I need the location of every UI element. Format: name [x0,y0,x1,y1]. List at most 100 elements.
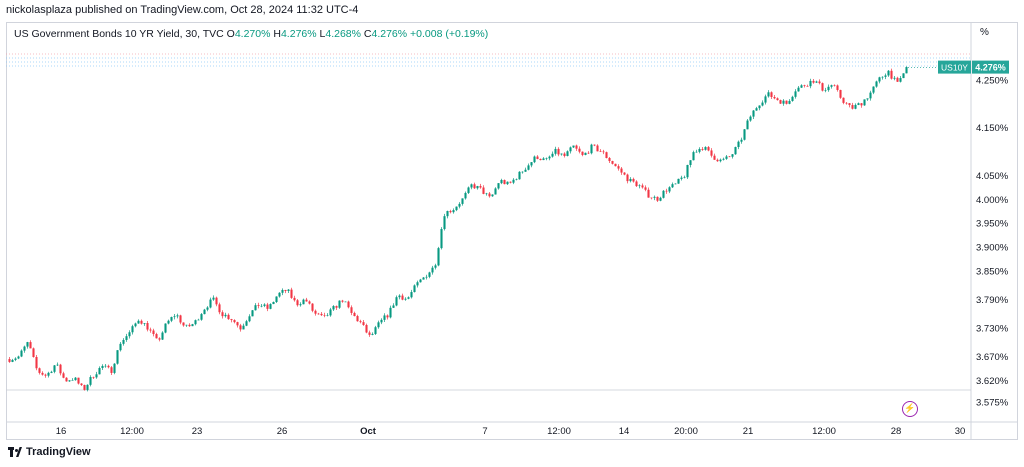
candle-body [680,177,683,179]
candle-body [662,190,665,198]
candle-body [11,359,14,362]
candle-body [197,319,200,321]
candle-body [764,96,767,103]
candle-body [380,319,383,323]
candle-body [74,377,77,381]
symbol-tag: US10Y [941,63,968,73]
candle-body [530,162,533,166]
candle-body [332,306,335,310]
candle-body [206,307,209,310]
candle-body [812,80,815,83]
candle-body [722,158,725,160]
candle-body [113,363,116,373]
candle-body [503,179,506,185]
candle-body [785,100,788,104]
candle-body [71,380,74,381]
candle-body [863,99,866,106]
candle-body [320,313,323,316]
candle-body [578,148,581,152]
candle-body [485,193,488,195]
candle-body [317,313,320,315]
candle-body [638,185,641,187]
candle-body [575,145,578,149]
candle-body [89,377,92,385]
candle-body [359,321,362,323]
candle-body [410,292,413,298]
x-tick-label: 14 [619,426,630,437]
candle-body [425,276,428,278]
lightning-icon[interactable]: ⚡ [902,401,918,417]
candle-body [131,326,134,333]
candle-body [881,76,884,78]
candle-body [17,356,20,359]
candle-body [53,365,56,372]
candle-body [704,147,707,150]
candle-body [752,110,755,117]
y-tick-label: 3.900% [976,242,1009,253]
candle-body [800,85,803,88]
candle-body [734,147,737,155]
candle-body [92,377,95,378]
candle-body [767,92,770,97]
candle-body [770,92,773,98]
candle-body [137,320,140,324]
candle-body [125,336,128,340]
candle-body [260,305,263,307]
candle-body [671,184,674,188]
candle-body [62,373,65,378]
percent-scale-button[interactable]: % [980,27,989,38]
candle-body [476,186,479,189]
x-tick-label: 23 [192,426,203,437]
candle-body [446,211,449,217]
close-label: C [363,28,372,40]
candle-body [542,158,545,161]
candle-body [122,339,125,344]
candle-body [278,292,281,297]
candle-body [602,151,605,153]
candle-body [194,320,197,325]
candle-body [155,334,158,339]
candle-body [368,332,371,335]
open-value: 4.270% [234,28,271,40]
candle-body [311,303,314,311]
candle-body [545,158,548,159]
candle-body [386,315,389,318]
candle-body [521,171,524,173]
candle-body [284,289,287,291]
symbol-name[interactable]: US Government Bonds 10 YR Yield, 30, TVC [14,28,224,40]
candle-body [665,190,668,192]
candle-body [698,148,701,152]
candle-body [683,177,686,178]
candle-body [857,103,860,105]
candle-body [266,304,269,309]
y-tick-label: 4.050% [976,171,1009,182]
candle-body [170,317,173,321]
candle-body [860,103,863,106]
candle-body [782,100,785,104]
candle-body [650,197,653,199]
candle-body [569,147,572,152]
candle-body [353,312,356,317]
x-tick-label: 12:00 [120,426,144,437]
candle-body [158,338,161,340]
candle-body [413,285,416,293]
candle-body [656,196,659,201]
candle-body [458,203,461,207]
candle-body [713,155,716,160]
candle-body [35,356,38,369]
candle-body [101,365,104,369]
candle-body [596,145,599,152]
candle-body [557,148,560,155]
candle-body [587,152,590,154]
candle-body [797,87,800,92]
candle-body [68,380,71,382]
candle-body [305,299,308,302]
candle-body [548,156,551,159]
candle-body [827,86,830,91]
candle-body [626,174,629,182]
candle-body [719,159,722,162]
candle-body [740,139,743,142]
candle-body [239,325,242,330]
candle-body [32,348,35,357]
